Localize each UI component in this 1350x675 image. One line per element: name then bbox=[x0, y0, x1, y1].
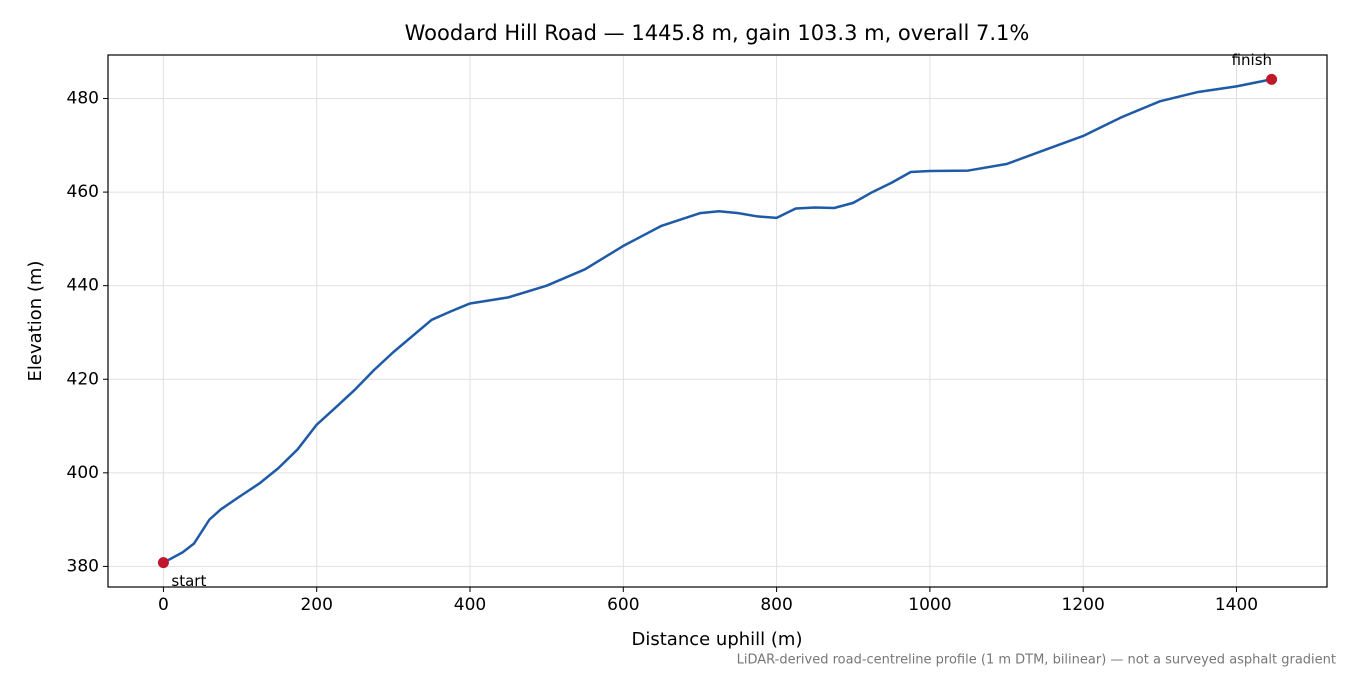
x-tick-label: 600 bbox=[607, 595, 639, 615]
x-axis-label: Distance uphill (m) bbox=[632, 629, 803, 650]
footnote: LiDAR-derived road-centreline profile (1… bbox=[737, 653, 1336, 668]
profile-line bbox=[162, 78, 1272, 564]
y-tick-label: 380 bbox=[67, 556, 99, 576]
endpoint-marker bbox=[157, 557, 169, 569]
x-tick-label: 1000 bbox=[908, 595, 951, 615]
x-tick-label: 400 bbox=[454, 595, 486, 615]
y-axis-label: Elevation (m) bbox=[25, 261, 46, 382]
x-tick-label: 1400 bbox=[1215, 595, 1258, 615]
x-tick-label: 200 bbox=[300, 595, 332, 615]
endpoint-marker bbox=[1266, 73, 1278, 85]
chart-title: Woodard Hill Road — 1445.8 m, gain 103.3… bbox=[405, 21, 1030, 45]
y-tick-label: 400 bbox=[67, 463, 99, 483]
annotation: finish bbox=[1232, 51, 1272, 69]
plot-frame bbox=[107, 54, 1328, 588]
x-tick-label: 0 bbox=[158, 595, 169, 615]
y-tick-label: 420 bbox=[67, 369, 99, 389]
y-tick-label: 460 bbox=[67, 182, 99, 202]
annotation: start bbox=[171, 572, 206, 590]
x-tick-label: 800 bbox=[760, 595, 792, 615]
y-tick-label: 440 bbox=[67, 276, 99, 296]
x-tick-label: 1200 bbox=[1062, 595, 1105, 615]
y-tick-label: 480 bbox=[67, 89, 99, 109]
